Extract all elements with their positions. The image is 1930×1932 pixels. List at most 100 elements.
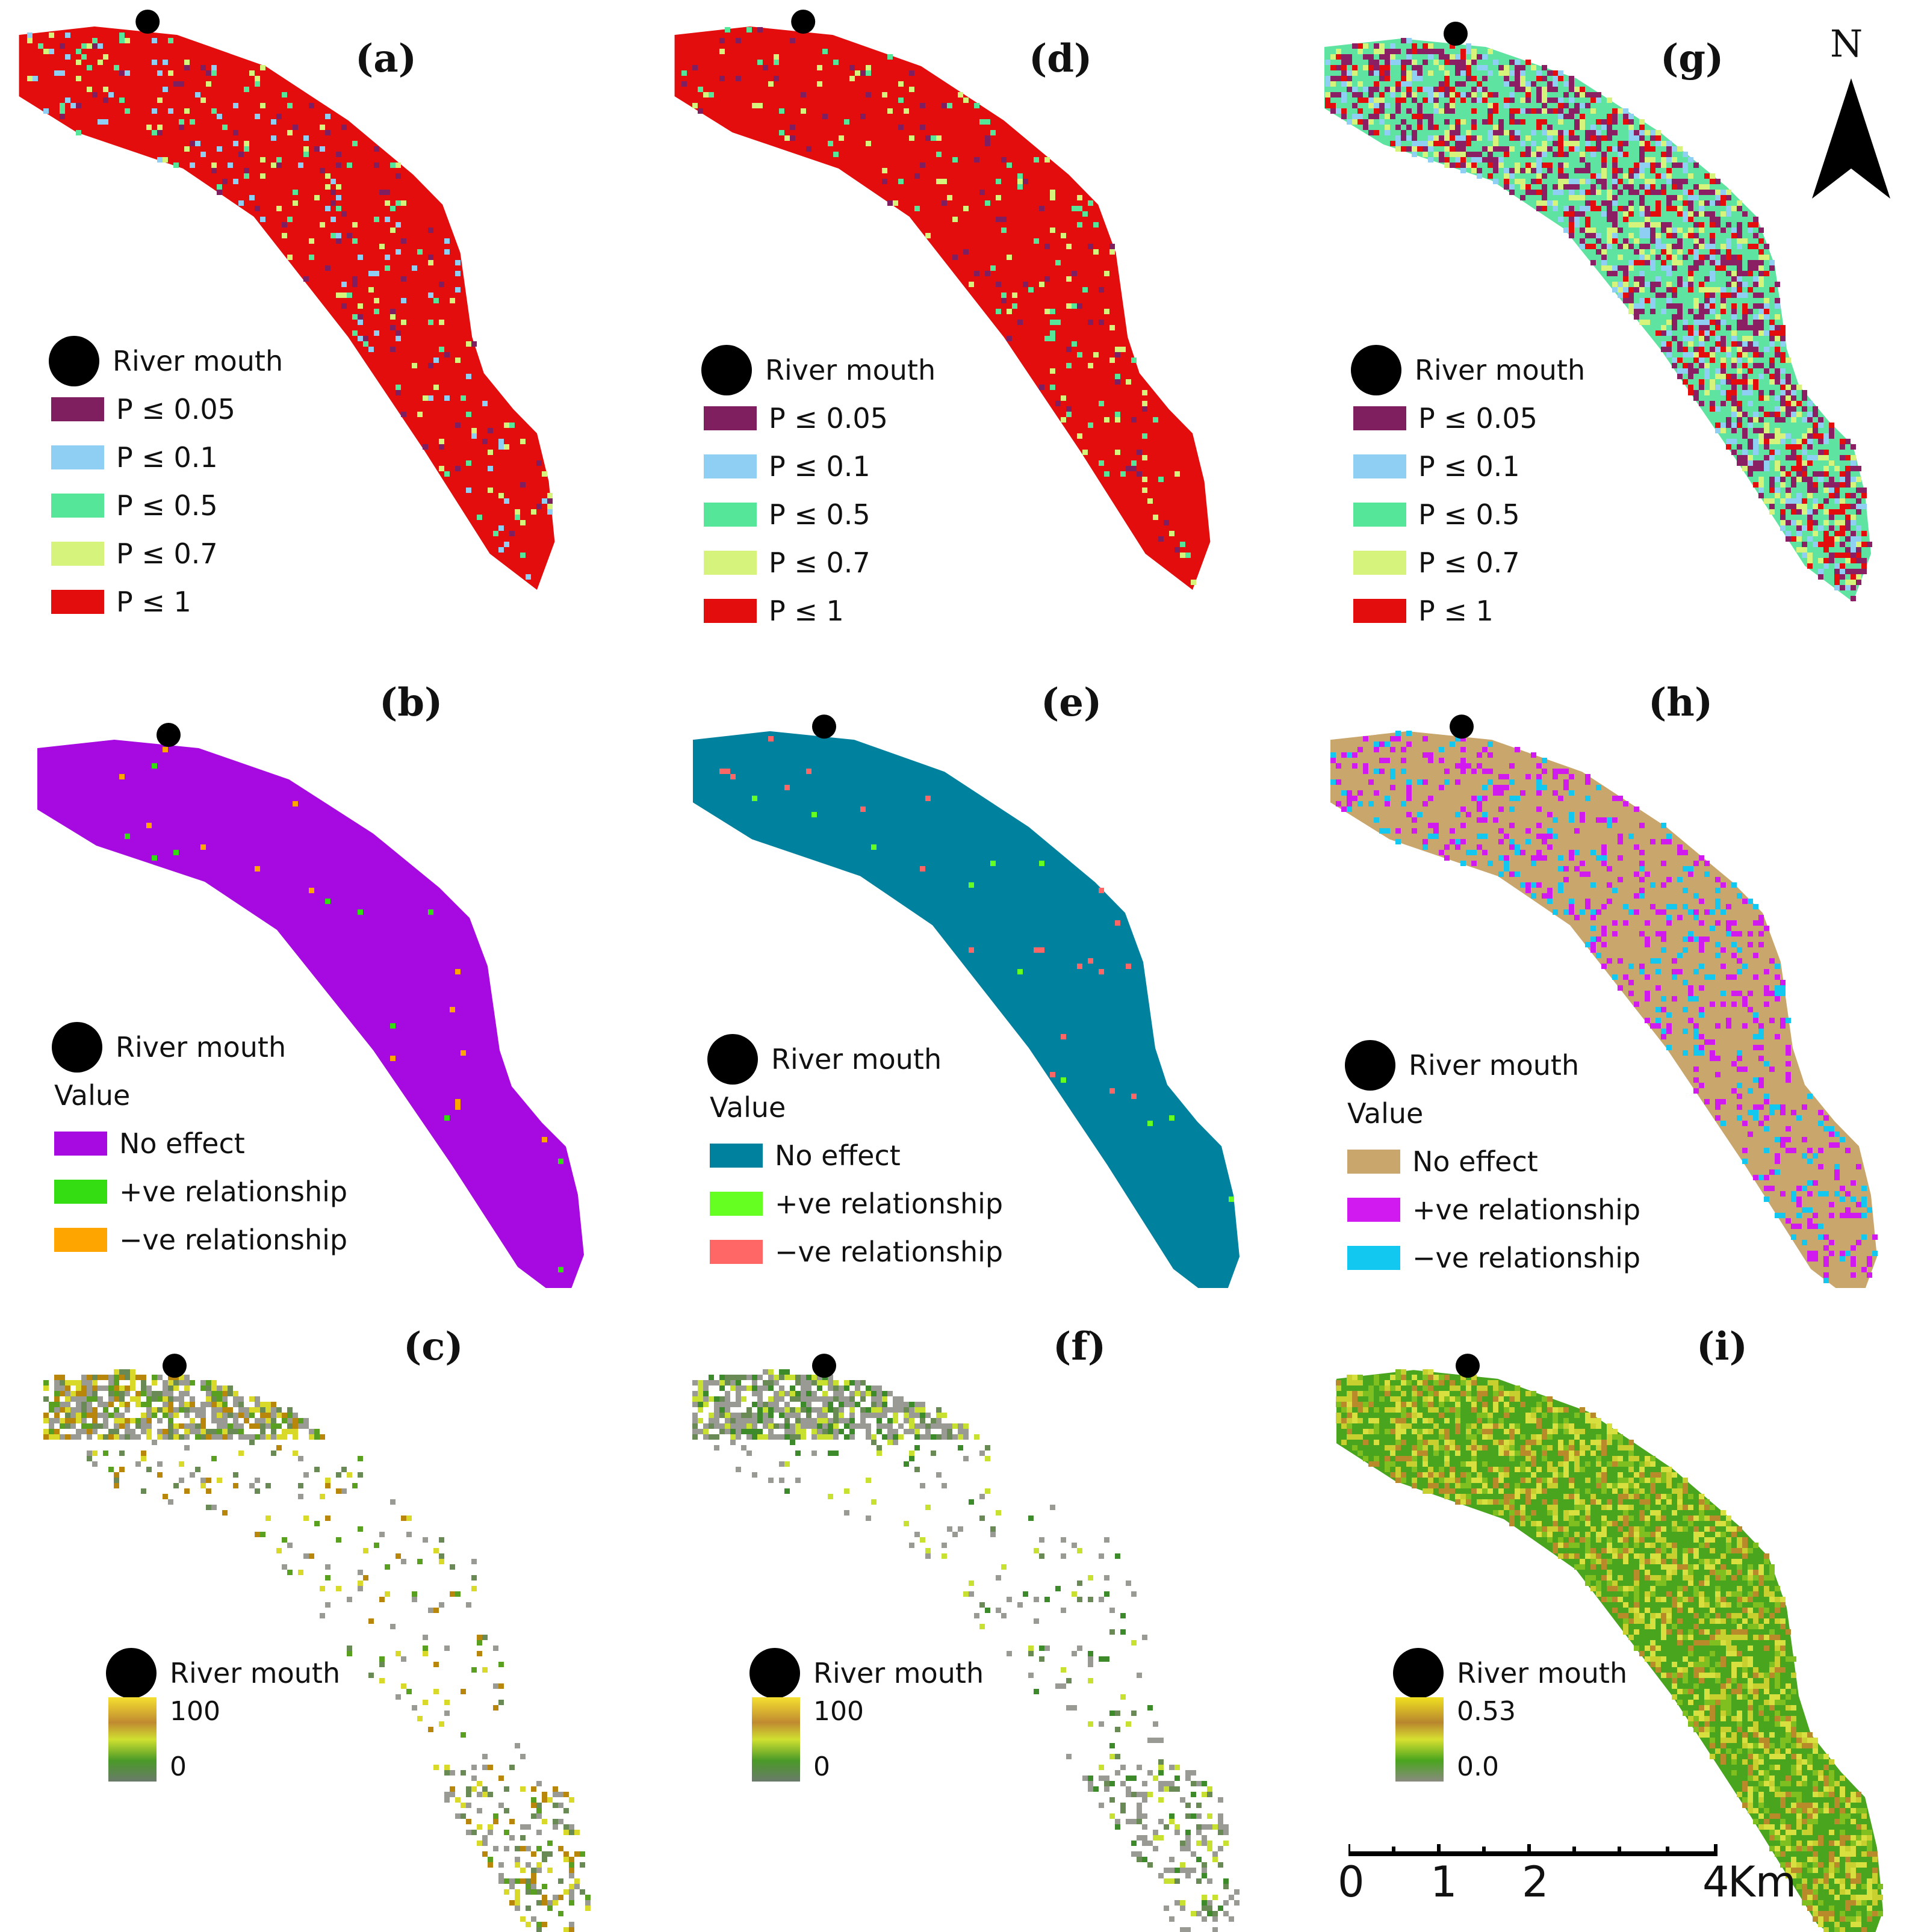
legend-label: −ve relationship [119, 1226, 347, 1254]
map-panel-a: (a) River mouth P ≤ 0.05 P ≤ 0.1 P ≤ 0.5 P ≤ … [0, 0, 644, 644]
legend-heading: Value [54, 1071, 347, 1119]
legend-item: P ≤ 0.5 [1353, 491, 1585, 539]
scale-tick-1: 1 [1430, 1857, 1457, 1907]
legend-e: River mouth Value No effect +ve relationshi… [710, 1035, 1003, 1276]
legend-item: P ≤ 0.5 [704, 491, 936, 539]
legend-swatch [704, 503, 757, 527]
scale-tick-mark [1392, 1847, 1395, 1856]
river-mouth-icon [106, 1648, 157, 1698]
river-mouth-label: River mouth [116, 1033, 286, 1061]
river-mouth-icon [1351, 345, 1401, 395]
scale-tick-mark [1572, 1847, 1576, 1856]
legend-label: P ≤ 0.5 [116, 492, 218, 519]
legend-label: P ≤ 0.7 [1418, 549, 1520, 577]
legend-swatch [1347, 1198, 1400, 1222]
scale-tick-mark [1618, 1847, 1621, 1856]
scale-tick-2: 2 [1522, 1857, 1549, 1907]
legend-swatch [1347, 1246, 1400, 1270]
legend-label: +ve relationship [1412, 1196, 1640, 1224]
legend-river-mouth: River mouth [752, 1649, 984, 1697]
legend-swatch [54, 1132, 107, 1156]
legend-label: No effect [775, 1142, 901, 1169]
legend-river-mouth: River mouth [54, 1023, 347, 1071]
legend-swatch [704, 599, 757, 623]
legend-item: P ≤ 0.1 [1353, 442, 1585, 491]
river-mouth-icon [1393, 1648, 1444, 1698]
color-ramp-swatch [1395, 1697, 1444, 1782]
legend-swatch [51, 445, 104, 469]
legend-label: P ≤ 0.05 [116, 395, 235, 423]
legend-swatch [704, 551, 757, 575]
river-mouth-icon [1345, 1040, 1395, 1091]
legend-label: No effect [119, 1130, 245, 1157]
ramp-low-label: 0 [813, 1754, 864, 1780]
legend-color-ramp: 0.53 0.0 [1395, 1697, 1627, 1782]
legend-heading: Value [710, 1083, 1003, 1132]
legend-label: P ≤ 0.7 [769, 549, 870, 577]
legend-d: River mouth P ≤ 0.05 P ≤ 0.1 P ≤ 0.5 P ≤ 0.7… [704, 346, 936, 635]
legend-label: P ≤ 0.7 [116, 540, 218, 568]
legend-river-mouth: River mouth [1347, 1041, 1640, 1089]
legend-swatch [1353, 503, 1406, 527]
legend-item: −ve relationship [1347, 1234, 1640, 1282]
legend-label: P ≤ 1 [769, 597, 844, 625]
legend-label: P ≤ 0.05 [769, 404, 888, 432]
panel-label-a: (a) [355, 36, 417, 81]
legend-swatch [54, 1180, 107, 1204]
river-mouth-icon [52, 1022, 102, 1073]
scale-tick-0: 0 [1338, 1857, 1365, 1907]
legend-river-mouth: River mouth [704, 346, 936, 394]
legend-label: −ve relationship [1412, 1244, 1640, 1272]
legend-river-mouth: River mouth [1395, 1649, 1627, 1697]
legend-label: P ≤ 0.5 [769, 501, 870, 528]
panel-label-b: (b) [379, 680, 442, 725]
river-mouth-label: River mouth [765, 356, 936, 384]
legend-swatch [704, 454, 757, 478]
ramp-low-label: 0 [170, 1754, 220, 1780]
legend-item: +ve relationship [710, 1180, 1003, 1228]
color-ramp-swatch [752, 1697, 800, 1782]
legend-label: +ve relationship [775, 1190, 1003, 1218]
scale-tick-mark [1527, 1844, 1531, 1856]
legend-color-ramp: 100 0 [108, 1697, 340, 1782]
river-mouth-label: River mouth [771, 1045, 942, 1073]
raster-map-f [644, 1288, 1287, 1932]
panel-label-c: (c) [403, 1324, 464, 1369]
legend-item: P ≤ 1 [1353, 587, 1585, 635]
legend-item: P ≤ 0.1 [51, 433, 283, 481]
river-mouth-label: River mouth [113, 347, 283, 375]
legend-river-mouth: River mouth [710, 1035, 1003, 1083]
panel-label-i: (i) [1696, 1324, 1748, 1369]
legend-item: P ≤ 0.1 [704, 442, 936, 491]
ramp-high-label: 100 [170, 1698, 220, 1725]
ramp-high-label: 0.53 [1457, 1698, 1516, 1725]
legend-swatch [51, 397, 104, 421]
legend-item: −ve relationship [710, 1228, 1003, 1276]
legend-item: No effect [710, 1132, 1003, 1180]
legend-label: P ≤ 0.1 [1418, 453, 1520, 480]
legend-item: No effect [1347, 1138, 1640, 1186]
legend-item: −ve relationship [54, 1216, 347, 1264]
raster-map-c [0, 1288, 644, 1932]
panel-label-h: (h) [1648, 680, 1713, 725]
legend-item: P ≤ 0.7 [1353, 539, 1585, 587]
legend-item: P ≤ 0.05 [1353, 394, 1585, 442]
ramp-low-label: 0.0 [1457, 1754, 1516, 1780]
legend-item: P ≤ 0.5 [51, 481, 283, 530]
legend-swatch [710, 1192, 763, 1216]
legend-swatch [54, 1228, 107, 1252]
legend-river-mouth: River mouth [108, 1649, 340, 1697]
legend-river-mouth: River mouth [51, 337, 283, 385]
legend-swatch [1353, 551, 1406, 575]
legend-heading: Value [1347, 1089, 1640, 1138]
legend-item: P ≤ 0.7 [51, 530, 283, 578]
